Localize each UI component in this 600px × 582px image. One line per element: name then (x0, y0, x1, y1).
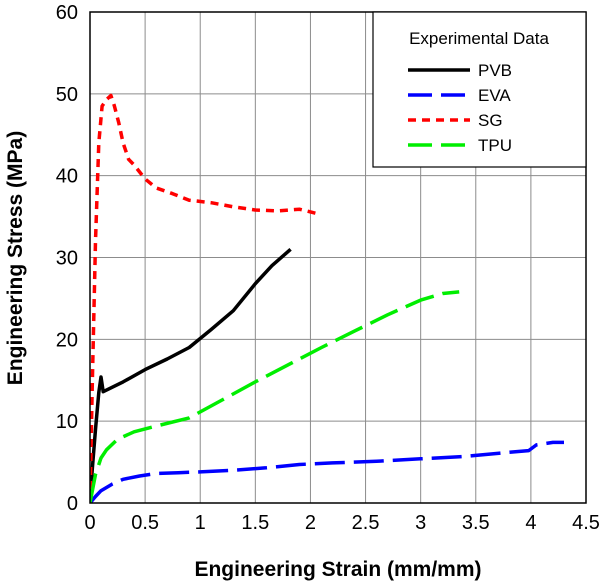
series-line-tpu (90, 290, 460, 503)
x-tick-label: 0.5 (131, 512, 159, 534)
x-tick-label: 4.5 (572, 512, 600, 534)
x-tick-label: 2.5 (352, 512, 380, 534)
x-axis-title: Engineering Strain (mm/mm) (194, 558, 481, 581)
y-axis-title: Engineering Stress (MPa) (4, 131, 27, 385)
y-tick-label: 30 (56, 248, 78, 270)
y-tick-label: 20 (56, 329, 78, 351)
x-tick-label: 1 (195, 512, 206, 534)
y-tick-label: 0 (67, 493, 78, 515)
legend-label-pvb: PVB (478, 61, 512, 80)
series-line-sg (90, 93, 317, 503)
legend: Experimental Data PVB EVA SG TPU (372, 11, 587, 168)
legend-title: Experimental Data (409, 29, 549, 48)
y-tick-label: 60 (56, 2, 78, 24)
x-tick-label: 3 (415, 512, 426, 534)
legend-label-tpu: TPU (478, 136, 512, 155)
series-line-pvb (90, 247, 292, 503)
x-tick-label: 1.5 (241, 512, 269, 534)
x-tick-label: 2 (305, 512, 316, 534)
legend-label-sg: SG (478, 111, 503, 130)
series-line-eva (90, 440, 564, 503)
y-tick-label: 10 (56, 411, 78, 433)
axis-ticks: 0 0.5 1 1.5 2 2.5 3 3.5 4 4.5 0 10 20 30 40 50 60 (56, 2, 600, 534)
y-tick-label: 50 (56, 84, 78, 106)
y-tick-label: 40 (56, 166, 78, 188)
plot-area-frame (89, 11, 587, 504)
legend-box (372, 11, 587, 168)
x-tick-label: 3.5 (462, 512, 490, 534)
legend-label-eva: EVA (478, 86, 511, 105)
x-tick-label: 4 (525, 512, 536, 534)
series-lines (90, 93, 564, 503)
x-tick-label: 0 (84, 512, 95, 534)
